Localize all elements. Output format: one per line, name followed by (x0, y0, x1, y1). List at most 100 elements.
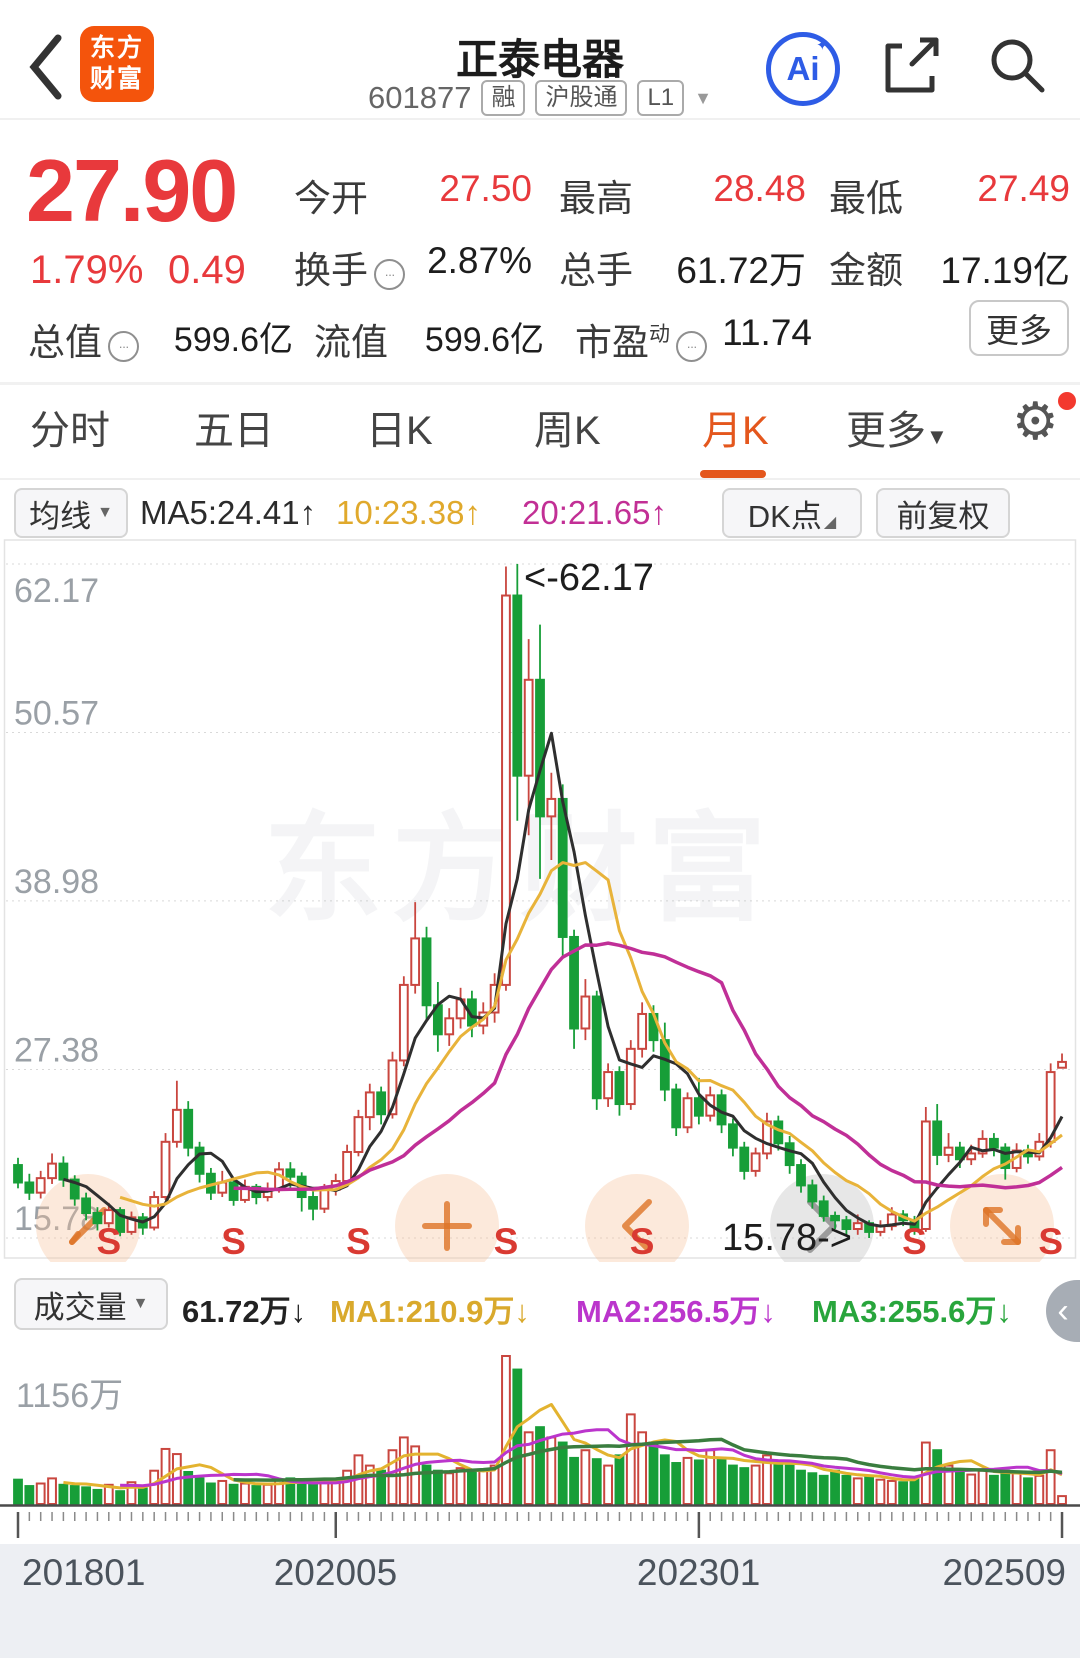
gear-notification-dot (1058, 392, 1076, 410)
stock-code: 601877 (368, 80, 472, 115)
candle-body (387, 1059, 398, 1116)
volume-indicator-button[interactable]: 成交量 ▼ (14, 1278, 168, 1330)
candle-body (13, 1164, 23, 1184)
candle-body (342, 1150, 352, 1183)
volume-bar (24, 1485, 35, 1506)
open-value: 27.50 (439, 168, 532, 209)
candle-body (966, 1152, 977, 1161)
volume-chart-canvas[interactable] (0, 1348, 1080, 1512)
tab-minute[interactable]: 分时 (30, 409, 110, 453)
sell-signal-marker: S (630, 1221, 655, 1262)
eastmoney-logo[interactable]: 东方 财富 (80, 26, 154, 102)
ma-line (63, 1403, 1063, 1490)
info-icon[interactable]: ··· (676, 331, 707, 362)
volume-bar (35, 1482, 46, 1505)
volume-bar (569, 1456, 579, 1505)
handle-chevron-icon: ‹ (1057, 1291, 1069, 1330)
volume-bar (716, 1456, 727, 1505)
sell-signal-marker: S (96, 1221, 121, 1262)
volume-bar (13, 1478, 23, 1506)
volume-bar (217, 1479, 228, 1505)
candle-body (410, 937, 421, 986)
volume-bar (296, 1482, 307, 1505)
volume-bar (126, 1481, 137, 1505)
volume-bar (137, 1487, 148, 1505)
search-icon[interactable] (984, 32, 1050, 98)
volume-bar (1011, 1472, 1022, 1505)
more-quote-button[interactable]: 更多 (969, 300, 1069, 356)
candle-body (421, 937, 432, 1007)
chart-tool-expand-button[interactable] (950, 1174, 1054, 1262)
chart-tool-chevron-right-button[interactable] (770, 1174, 874, 1262)
axis-label-strip (0, 1544, 1080, 1658)
info-icon[interactable]: ··· (108, 331, 139, 362)
section-divider (0, 382, 1080, 385)
panel-collapse-handle[interactable]: ‹ (1046, 1280, 1080, 1342)
tab-fiveday[interactable]: 五日 (194, 409, 274, 453)
open-label: 今开 (294, 178, 368, 219)
logo-text-line2: 财富 (89, 65, 144, 93)
candle-body (750, 1152, 761, 1172)
volume-bar (750, 1464, 761, 1506)
candle-body (319, 1188, 330, 1210)
total-hands-value: 61.72万 (676, 250, 806, 291)
market-cap-value: 599.6亿 (173, 321, 293, 359)
back-icon[interactable] (28, 34, 64, 100)
candle-body (954, 1146, 965, 1161)
gear-icon[interactable]: ⚙ (1012, 393, 1059, 451)
subtitle-caret-icon[interactable]: ▼ (694, 87, 712, 108)
tab-monthly-k[interactable]: 月K (702, 409, 769, 453)
candle-body (728, 1123, 738, 1149)
chart-tool-chevron-left-button[interactable] (585, 1174, 689, 1262)
sell-signal-marker: S (1038, 1221, 1063, 1262)
candle-body (160, 1140, 171, 1199)
volume-bar (739, 1467, 750, 1506)
volume-bar (898, 1481, 909, 1505)
volume-bar (580, 1449, 591, 1505)
tab-more[interactable]: 更多▼ (846, 409, 948, 453)
time-axis-ruler (16, 1512, 1064, 1538)
volume-bar (728, 1464, 738, 1506)
stock-subtitle: 601877 融 沪股通 L1 ▼ (0, 80, 1080, 116)
page-title: 正泰电器 (455, 36, 624, 83)
tab-daily-k[interactable]: 日K (366, 409, 433, 453)
candle-body (92, 1212, 103, 1225)
sell-signal-marker: S (494, 1221, 519, 1262)
volume-bar (364, 1464, 375, 1506)
volume-bar (1034, 1474, 1045, 1505)
candle-body (693, 1097, 704, 1117)
volume-bar (194, 1477, 205, 1506)
ma5-readout: MA5:24.41↑ (140, 494, 317, 531)
volume-bar (796, 1469, 806, 1505)
info-icon[interactable]: ··· (374, 259, 405, 290)
volume-bar (852, 1477, 863, 1506)
tab-weekly-k[interactable]: 周K (534, 409, 601, 453)
candle-body (614, 1071, 625, 1106)
ma-selector-button[interactable]: 均线 ▼ (14, 488, 128, 538)
ai-assistant-button[interactable]: Ai (766, 32, 840, 106)
volume-bar (535, 1426, 545, 1505)
candle-body (977, 1137, 988, 1155)
volume-bar (319, 1479, 330, 1505)
candle-body (546, 797, 557, 818)
x-axis-label: 202509 (942, 1552, 1066, 1593)
dk-point-button[interactable]: DK点 ◢ (722, 488, 862, 538)
sell-signal-marker: S (346, 1221, 371, 1262)
volume-bar (966, 1473, 977, 1506)
ma20-readout: 20:21.65↑ (522, 494, 667, 531)
x-axis-label: 202005 (273, 1552, 398, 1593)
candle-body (762, 1120, 772, 1155)
float-cap-label: 流值 (314, 322, 388, 363)
candle-body (932, 1120, 943, 1156)
chart-tool-plus-button[interactable] (395, 1174, 499, 1262)
forward-adjust-button[interactable]: 前复权 (876, 488, 1010, 538)
volume-bar (376, 1469, 387, 1505)
share-icon[interactable] (878, 32, 944, 98)
watermark: 东方财富 (264, 804, 776, 936)
volume-bar (932, 1449, 943, 1505)
market-cap-label: 总值 ··· (28, 312, 139, 366)
volume-bar (693, 1459, 704, 1505)
volume-bar (591, 1458, 602, 1505)
candle-body (682, 1097, 693, 1129)
